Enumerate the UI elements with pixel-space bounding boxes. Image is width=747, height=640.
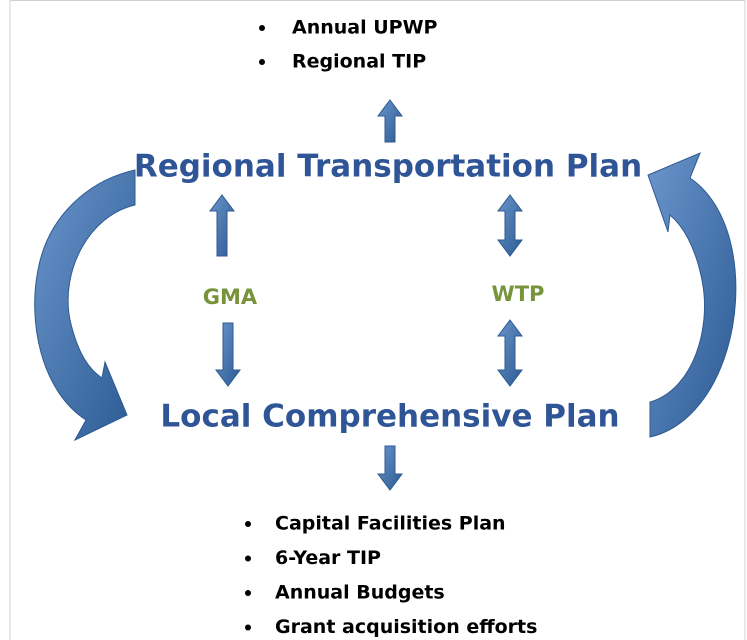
bullet	[245, 624, 251, 631]
lists: Annual UPWP Regional TIP Capital Facilitie…	[245, 17, 537, 638]
arrow	[377, 99, 403, 143]
arrow	[215, 322, 241, 387]
arrow	[209, 194, 235, 257]
list-item: 6-Year TIP	[275, 547, 381, 569]
frame	[9, 0, 746, 640]
bullet	[245, 521, 251, 527]
list-item: Capital Facilities Plan	[275, 513, 506, 535]
right-label: WTP	[492, 282, 545, 306]
lower-plan: Local Comprehensive Plan	[160, 399, 619, 435]
arrows	[209, 99, 523, 491]
arrow	[377, 445, 403, 491]
curved-arrow-right	[647, 152, 737, 438]
list-item: Regional TIP	[292, 51, 426, 73]
left-label: GMA	[203, 285, 258, 309]
curved-arrow-left	[34, 169, 136, 442]
upper-plan: Regional Transportation Plan	[134, 149, 642, 185]
arrow	[497, 194, 523, 257]
list-item: Grant acquisition efforts	[275, 616, 537, 638]
bullet	[245, 590, 251, 596]
bullet	[259, 25, 265, 31]
list-item: Annual UPWP	[292, 17, 438, 39]
arrow	[497, 319, 523, 387]
bullet	[245, 555, 251, 562]
bullet	[259, 59, 265, 65]
list-item: Annual Budgets	[275, 582, 445, 604]
